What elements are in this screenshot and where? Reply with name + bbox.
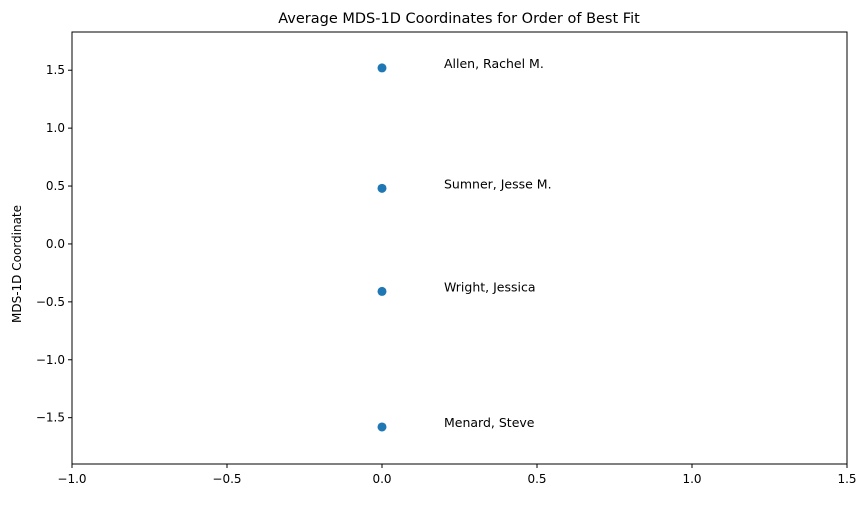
point-labels: Allen, Rachel M. Sumner, Jesse M. Wright, … xyxy=(444,56,552,430)
x-tick-label: 0.5 xyxy=(527,472,546,486)
data-point-label: Menard, Steve xyxy=(444,415,535,430)
x-axis: −1.0 −0.5 0.0 0.5 1.0 1.5 xyxy=(57,464,857,486)
x-tick-label: 1.5 xyxy=(837,472,856,486)
y-tick-label: 0.5 xyxy=(46,179,65,193)
x-tick-label: −1.0 xyxy=(57,472,86,486)
y-tick-label: −1.0 xyxy=(36,353,65,367)
x-tick-label: 0.0 xyxy=(372,472,391,486)
y-tick-label: 1.0 xyxy=(46,121,65,135)
chart-title: Average MDS-1D Coordinates for Order of … xyxy=(278,11,640,27)
data-point xyxy=(377,286,387,296)
data-point-label: Allen, Rachel M. xyxy=(444,56,544,71)
y-axis: −1.5 −1.0 −0.5 0.0 0.5 1.0 1.5 xyxy=(36,63,72,425)
y-tick-label: −0.5 xyxy=(36,295,65,309)
y-axis-label: MDS-1D Coordinate xyxy=(10,205,24,323)
data-point-label: Sumner, Jesse M. xyxy=(444,176,552,191)
x-tick-label: −0.5 xyxy=(212,472,241,486)
data-points xyxy=(377,63,387,432)
data-point xyxy=(377,422,387,432)
data-point xyxy=(377,63,387,73)
data-point xyxy=(377,183,387,193)
plot-area-frame xyxy=(71,31,848,465)
y-tick-label: −1.5 xyxy=(36,411,65,425)
y-tick-label: 0.0 xyxy=(46,237,65,251)
data-point-label: Wright, Jessica xyxy=(444,279,536,294)
y-tick-label: 1.5 xyxy=(46,63,65,77)
x-tick-label: 1.0 xyxy=(682,472,701,486)
